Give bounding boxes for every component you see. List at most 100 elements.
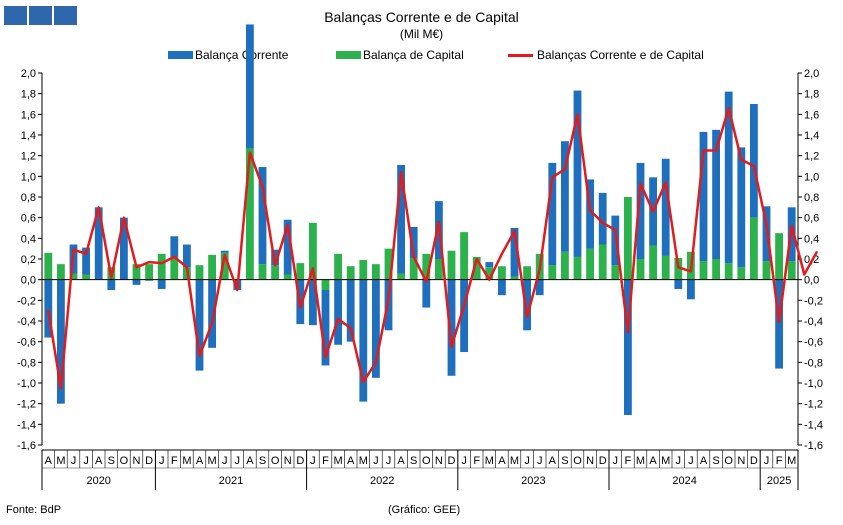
- capital-bar: [497, 266, 506, 280]
- y-tick-label-right: 0,8: [804, 192, 819, 204]
- month-label: F: [473, 455, 480, 467]
- y-tick-label-left: 0,0: [21, 275, 36, 287]
- combined-balance-point: [639, 182, 642, 185]
- combined-balance-point: [236, 289, 239, 291]
- combined-balance-point: [400, 171, 402, 173]
- year-label: 2020: [86, 475, 110, 487]
- combined-balance-point: [337, 318, 339, 320]
- legend-label: Balança Corrente: [195, 48, 289, 62]
- y-tick-label-right: 1,6: [804, 109, 819, 121]
- month-label: J: [83, 455, 89, 467]
- month-label: F: [625, 455, 632, 467]
- capital-bar: [661, 255, 670, 280]
- current-bar: [623, 279, 632, 416]
- current-bar: [132, 279, 141, 285]
- month-label: N: [435, 455, 443, 467]
- month-label: D: [145, 455, 153, 467]
- month-label: A: [700, 455, 708, 467]
- current-bar: [397, 164, 406, 274]
- current-bar: [245, 24, 254, 149]
- current-bar: [308, 279, 317, 326]
- capital-bar: [434, 259, 443, 280]
- current-bar: [674, 279, 683, 289]
- combined-balance-point: [198, 355, 201, 357]
- y-tick-label-right: 2,0: [804, 68, 819, 80]
- current-bar: [371, 279, 380, 378]
- capital-bar: [245, 148, 254, 280]
- capital-bar: [296, 263, 305, 280]
- brand-logo: [4, 6, 77, 25]
- year-label: 2022: [370, 475, 394, 487]
- month-label: A: [649, 455, 657, 467]
- month-label: J: [613, 455, 619, 467]
- month-label: J: [159, 455, 165, 467]
- y-tick-label-left: -0,2: [17, 295, 36, 307]
- month-label: N: [737, 455, 745, 467]
- month-label: M: [56, 455, 65, 467]
- current-bar: [56, 279, 65, 404]
- y-tick-label-left: 1,8: [21, 89, 36, 101]
- y-tick-label-left: 0,6: [21, 213, 36, 225]
- current-bar: [510, 228, 519, 277]
- month-label: M: [359, 455, 368, 467]
- month-label: J: [222, 455, 228, 467]
- capital-bar: [409, 257, 418, 280]
- combined-balance-line: [47, 106, 818, 390]
- y-tick-label-left: -0,8: [17, 357, 36, 369]
- combined-balance-point: [450, 346, 453, 348]
- month-label: S: [259, 455, 266, 467]
- combined-balance-point: [601, 222, 604, 224]
- current-bar: [283, 219, 292, 275]
- month-label: N: [586, 455, 594, 467]
- capital-bar: [560, 251, 569, 280]
- month-label: J: [71, 455, 77, 467]
- current-bar: [44, 279, 53, 338]
- month-label: M: [334, 455, 343, 467]
- y-tick-label-right: -0,8: [804, 357, 823, 369]
- credit-note: (Gráfico: GEE): [388, 504, 461, 516]
- current-bar: [712, 129, 721, 259]
- month-label: N: [284, 455, 292, 467]
- capital-bar: [485, 267, 494, 280]
- combined-balance-point: [753, 165, 755, 167]
- y-tick-label-right: 0,4: [804, 233, 819, 245]
- y-tick-label-right: 0,0: [804, 275, 819, 287]
- capital-bar: [208, 254, 217, 280]
- combined-balance-point: [148, 261, 150, 263]
- month-label: M: [661, 455, 670, 467]
- combined-balance-point: [715, 149, 717, 152]
- month-label: S: [410, 455, 417, 467]
- legend-swatch-blue: [168, 51, 193, 59]
- capital-bar: [447, 250, 456, 280]
- month-label: F: [322, 455, 329, 467]
- capital-bar: [220, 252, 229, 280]
- combined-balance-point: [790, 225, 793, 227]
- combined-balance-point: [526, 316, 528, 318]
- legend-line-red: [508, 53, 533, 57]
- combined-balance-point: [261, 185, 264, 188]
- combined-balance-point: [589, 209, 591, 212]
- combined-balance-point: [97, 206, 100, 209]
- current-bar: [686, 279, 695, 300]
- capital-bar: [636, 259, 645, 280]
- month-label: F: [171, 455, 178, 467]
- y-tick-label-right: -1,6: [804, 440, 823, 452]
- y-tick-label-left: -1,6: [17, 440, 36, 452]
- month-label: J: [373, 455, 379, 467]
- current-bar: [359, 279, 368, 402]
- month-label: J: [537, 455, 543, 467]
- combined-balance-point: [816, 250, 818, 253]
- month-label: A: [196, 455, 204, 467]
- current-bar: [749, 104, 758, 218]
- capital-bar: [510, 276, 519, 280]
- capital-bar: [56, 264, 65, 280]
- combined-balance-point: [488, 278, 491, 281]
- combined-balance-point: [249, 151, 251, 154]
- combined-balance-point: [513, 230, 516, 232]
- y-tick-label-left: -0,6: [17, 337, 36, 349]
- capital-bar: [775, 233, 784, 280]
- month-label: J: [235, 455, 241, 467]
- current-bar: [182, 244, 191, 268]
- month-label: J: [386, 455, 392, 467]
- combined-balance-point: [412, 256, 415, 258]
